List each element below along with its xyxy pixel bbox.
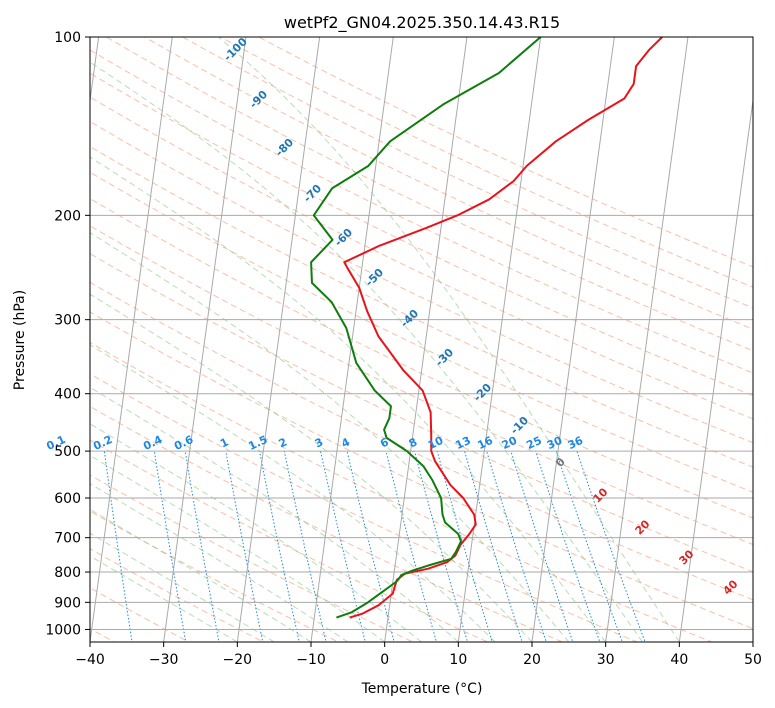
- y-tick-label: 600: [54, 491, 81, 507]
- y-tick-label: 100: [54, 30, 81, 46]
- mixing-ratio-label: 10: [426, 434, 446, 452]
- x-tick-label: −40: [75, 652, 105, 668]
- x-tick-label: −10: [296, 652, 326, 668]
- isotherm-line: [678, 96, 753, 642]
- moist-adiabat-line: [90, 156, 607, 642]
- moist-adiabat-line: [90, 293, 533, 642]
- x-tick-label: 40: [670, 652, 688, 668]
- moist-adiabat-line: [90, 532, 275, 642]
- mixing-ratio-label: 16: [476, 434, 496, 452]
- y-tick-label: 1000: [45, 622, 81, 638]
- dry-adiabat-line: [90, 120, 753, 444]
- moist-adiabat-line: [90, 61, 643, 642]
- moist-adiabat-line: [90, 454, 385, 642]
- temperature-profile-line: [343, 37, 663, 619]
- moist-adiabat-line: [90, 232, 570, 642]
- x-tick-label: 30: [597, 652, 615, 668]
- isotherm-line: [531, 37, 615, 642]
- dry-adiabat-line: [181, 37, 753, 309]
- moist-adiabat-line: [90, 483, 349, 642]
- x-tick-label: 50: [744, 652, 762, 668]
- dry-adiabat-line: [90, 281, 753, 601]
- y-tick-label: 700: [54, 531, 81, 547]
- moist-adiabat-line: [90, 423, 422, 642]
- y-tick-label: 800: [54, 565, 81, 581]
- dry-adiabat-line: [90, 49, 753, 374]
- isotherm-line: [236, 37, 321, 642]
- isotherm-line: [605, 37, 689, 642]
- moist-adiabat-line: [217, 37, 680, 642]
- mixing-ratio-label: 20: [500, 434, 520, 452]
- dry-adiabat-line: [90, 96, 753, 420]
- x-tick-label: −30: [149, 652, 179, 668]
- moist-adiabat-line: [90, 555, 238, 642]
- isotherm-line: [457, 37, 542, 642]
- dry-adiabat-line: [105, 37, 753, 352]
- mixing-ratio-label: 30: [545, 434, 565, 452]
- isotherm-line: [384, 37, 468, 642]
- dewpoint-profile-line: [310, 37, 542, 619]
- dry-adiabat-line: [90, 171, 753, 493]
- isotherm-line: [163, 37, 247, 642]
- dry-adiabat-line: [90, 405, 564, 642]
- x-tick-label: 10: [449, 652, 467, 668]
- x-axis-label: Temperature (°C): [361, 681, 483, 697]
- y-tick-label: 200: [54, 208, 81, 224]
- dry-adiabat-line: [90, 341, 714, 642]
- dry-adiabat-line: [90, 373, 639, 642]
- isotherm-line: [90, 37, 173, 642]
- dry-adiabat-line: [90, 253, 753, 573]
- mixing-ratio-label: 36: [566, 434, 586, 452]
- y-tick-label: 900: [54, 595, 81, 611]
- chart-title: wetPf2_GN04.2025.350.14.43.R15: [284, 13, 560, 33]
- moist-adiabat-line: [90, 508, 312, 642]
- isotherm-line: [310, 37, 394, 642]
- x-tick-label: 20: [523, 652, 541, 668]
- y-axis-label: Pressure (hPa): [12, 290, 28, 390]
- mixing-ratio-label: 25: [524, 434, 543, 452]
- dry-adiabat-line: [90, 548, 265, 642]
- x-tick-label: −20: [223, 652, 253, 668]
- dry-adiabat-line: [90, 439, 489, 642]
- mixing-ratio-label: 13: [453, 434, 472, 452]
- y-tick-label: 500: [54, 444, 81, 460]
- y-tick-label: 400: [54, 387, 81, 403]
- y-tick-label: 300: [54, 313, 81, 329]
- x-tick-label: 0: [380, 652, 389, 668]
- dry-adiabat-line: [90, 311, 753, 630]
- plot-frame: [89, 36, 754, 643]
